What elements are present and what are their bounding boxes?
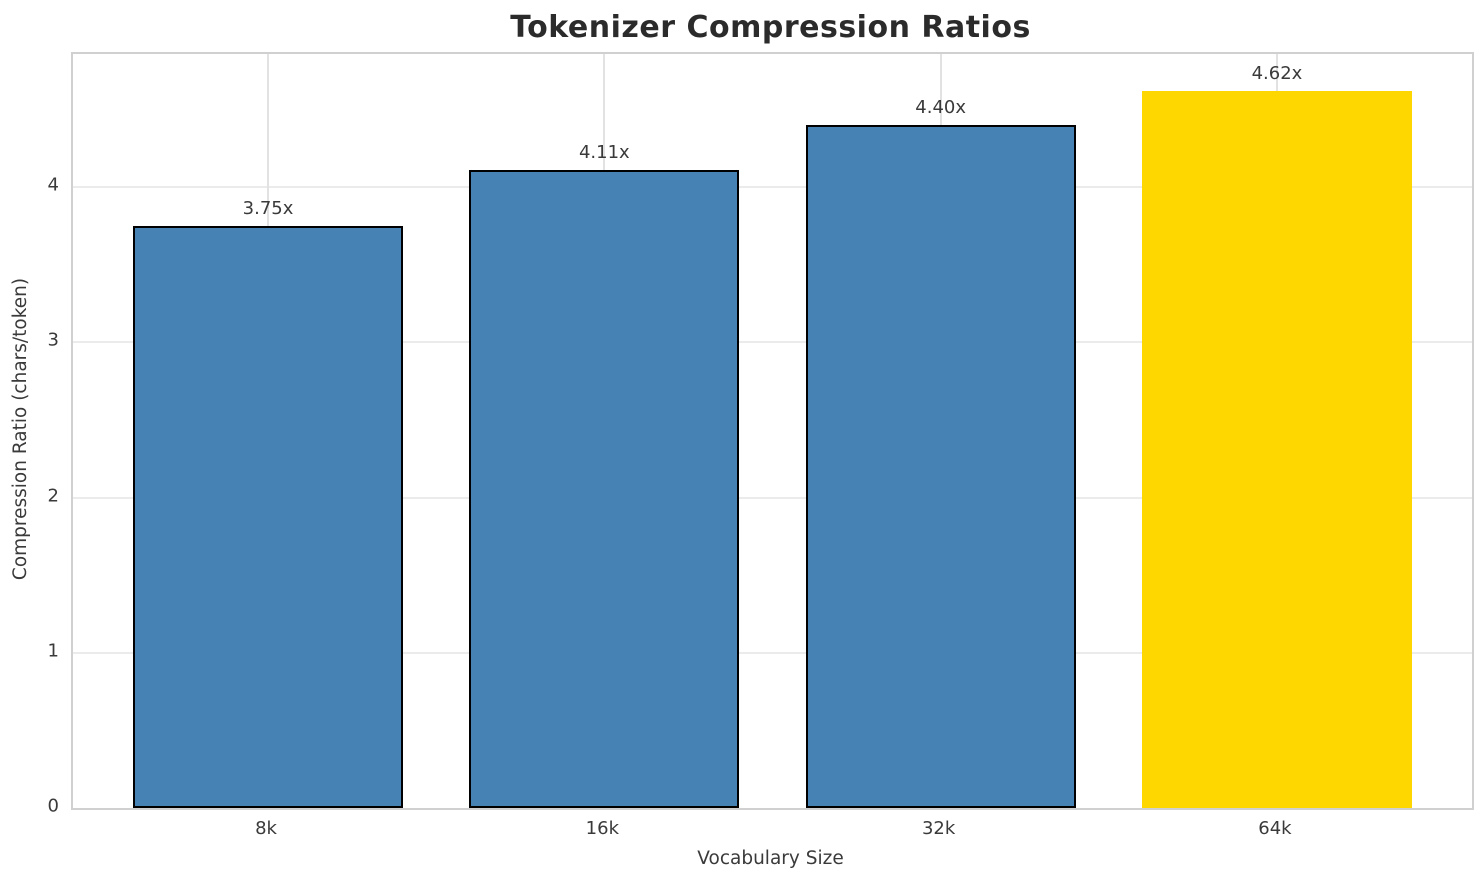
gridline-horizontal-y2 — [73, 496, 1472, 499]
gridline-horizontal-y1 — [73, 651, 1472, 654]
y-axis-label: Compression Ratio (chars/token) — [10, 277, 31, 581]
x-tick-label-32k: 32k — [921, 818, 956, 839]
chart-title: Tokenizer Compression Ratios — [510, 10, 1031, 45]
y-tick-label-2: 2 — [47, 485, 59, 507]
bar-value-label-16k: 4.11x — [578, 142, 630, 163]
x-tick-label-8k: 8k — [255, 818, 277, 839]
plot-area: 3.75x 4.11x 4.40x 4.62x — [71, 52, 1474, 810]
x-axis-label: Vocabulary Size — [697, 848, 844, 869]
bar-16k — [469, 170, 739, 808]
bar-64k — [1142, 91, 1412, 808]
y-tick-label-3: 3 — [47, 329, 59, 351]
y-tick-label-0: 0 — [47, 795, 59, 817]
x-tick-label-16k: 16k — [585, 818, 620, 839]
bar-8k — [133, 226, 403, 808]
y-tick-label-1: 1 — [47, 640, 59, 662]
bar-value-label-64k: 4.62x — [1251, 63, 1303, 84]
bar-value-label-32k: 4.40x — [915, 97, 967, 118]
x-tick-label-64k: 64k — [1258, 818, 1292, 839]
y-tick-label-4: 4 — [47, 174, 59, 196]
bar-32k — [806, 125, 1076, 808]
gridline-horizontal-y4 — [73, 186, 1472, 189]
bar-value-label-8k: 3.75x — [242, 198, 294, 219]
gridline-horizontal-y3 — [73, 341, 1472, 344]
